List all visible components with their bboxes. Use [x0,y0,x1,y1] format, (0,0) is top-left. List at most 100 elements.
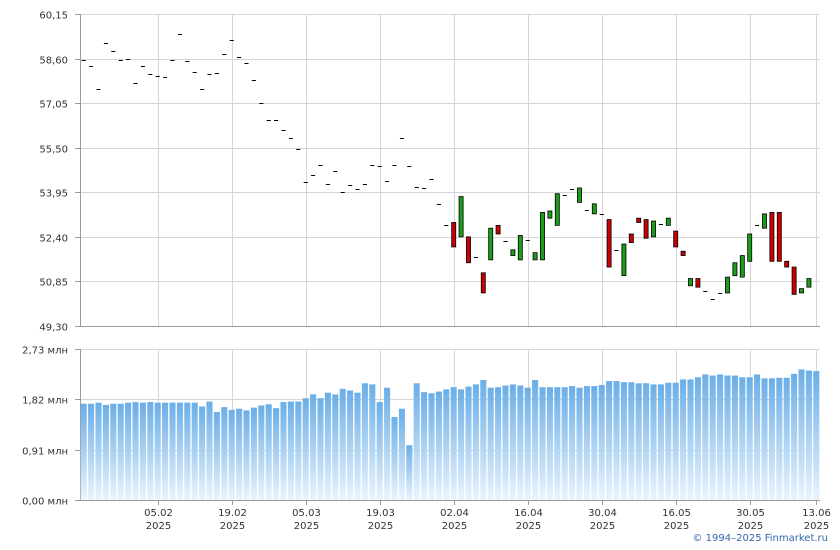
candle-up [540,212,545,261]
volume-bar [139,402,146,500]
volume-bar [295,401,302,500]
volume-bar [768,378,775,500]
candle-up [488,227,494,261]
volume-bar [191,402,198,500]
volume-bar [487,387,494,500]
volume-bar [472,384,479,500]
x-tick-label-year: 2025 [368,521,393,532]
volume-bar [384,387,391,500]
candle-down [776,212,782,262]
x-tick-label-date: 05.02 [144,508,173,519]
volume-bar [465,386,472,500]
volume-bar [221,407,228,500]
volume-bar [132,402,139,500]
candle-up [554,193,560,226]
candle-up [725,276,730,294]
volume-bar [502,385,509,500]
volume-bar [199,406,206,500]
volume-bar [154,402,161,500]
volume-bar [680,379,687,500]
volume-bar [598,384,605,500]
volume-bar [280,402,287,500]
candle-up [510,249,516,256]
volume-bar [783,377,790,500]
volume-bar [250,407,257,500]
volume-bar [591,386,598,500]
volume-bar [369,384,376,500]
volume-bar [717,374,724,500]
volume-bar [561,387,568,500]
price-tick-label: 50,85 [39,278,68,289]
volume-bar [687,379,694,500]
volume-panel: 2,73 млн 1,82 млн 0,91 млн 0,00 млн [22,346,820,508]
candle-up [732,262,738,277]
volume-bar [317,398,324,500]
volume-bar [613,381,620,500]
volume-tick-label: 0,91 млн [22,447,68,458]
volume-bar [110,403,117,500]
volume-bar [657,384,664,500]
candle-down [451,222,457,248]
x-tick-label-date: 19.02 [218,508,247,519]
x-tick-label-date: 02.04 [440,508,469,519]
volume-bar [88,403,95,500]
candle-up [591,203,597,215]
volume-bar [724,375,731,500]
volume-bar [606,381,613,500]
volume-bar [495,387,502,500]
volume-bar [746,377,753,500]
volume-bar [798,369,805,500]
price-tick-label: 52,40 [39,234,68,245]
volume-tick-label: 0,00 млн [22,497,68,508]
candle-up [547,210,553,219]
volume-bar [376,402,383,500]
volume-bar [435,391,442,500]
candle-up [577,187,582,203]
volume-bar [458,389,465,500]
volume-bar [176,402,183,500]
volume-bar [228,409,235,500]
candle-up [747,233,753,262]
candle-up [665,217,671,226]
volume-bar [206,401,213,500]
volume-bar [672,382,679,500]
volume-tick-label: 1,82 млн [22,396,68,407]
candle-down [480,272,486,294]
volume-bar [95,402,102,500]
volume-bar [480,379,487,500]
volume-bar [517,385,524,500]
price-tick-label: 60,15 [39,11,68,22]
x-tick-label-date: 05.03 [292,508,321,519]
volume-bar [739,377,746,500]
volume-bar [169,402,176,500]
volume-bar [406,445,413,500]
price-panel: 60,15 58,60 57,05 55,50 53,95 52,40 50,85 49,30 [39,11,820,334]
x-tick-label-year: 2025 [294,521,319,532]
volume-bar [347,390,354,500]
volume-bar [509,384,516,500]
volume-bar [539,387,546,500]
volume-bar [243,410,250,500]
candle-down [695,278,701,288]
volume-bar [125,402,132,500]
x-tick-label-year: 2025 [220,521,245,532]
volume-bar [339,388,346,500]
x-tick-label-date: 16.05 [662,508,691,519]
volume-bar [628,382,635,500]
volume-bar [265,404,272,500]
candle-down [636,217,642,223]
volume-bar [273,408,280,500]
volume-bar [428,393,435,500]
candle-down [643,219,649,239]
candle-up [806,278,812,288]
volume-bar [524,387,531,500]
volume-bar [413,383,420,500]
volume-bar [302,398,309,500]
volume-bar [287,401,294,500]
candle-down [784,260,790,268]
volume-bar [354,392,361,500]
x-tick-label-date: 16.04 [514,508,543,519]
volume-bar [421,392,428,500]
volume-bar [576,387,583,500]
